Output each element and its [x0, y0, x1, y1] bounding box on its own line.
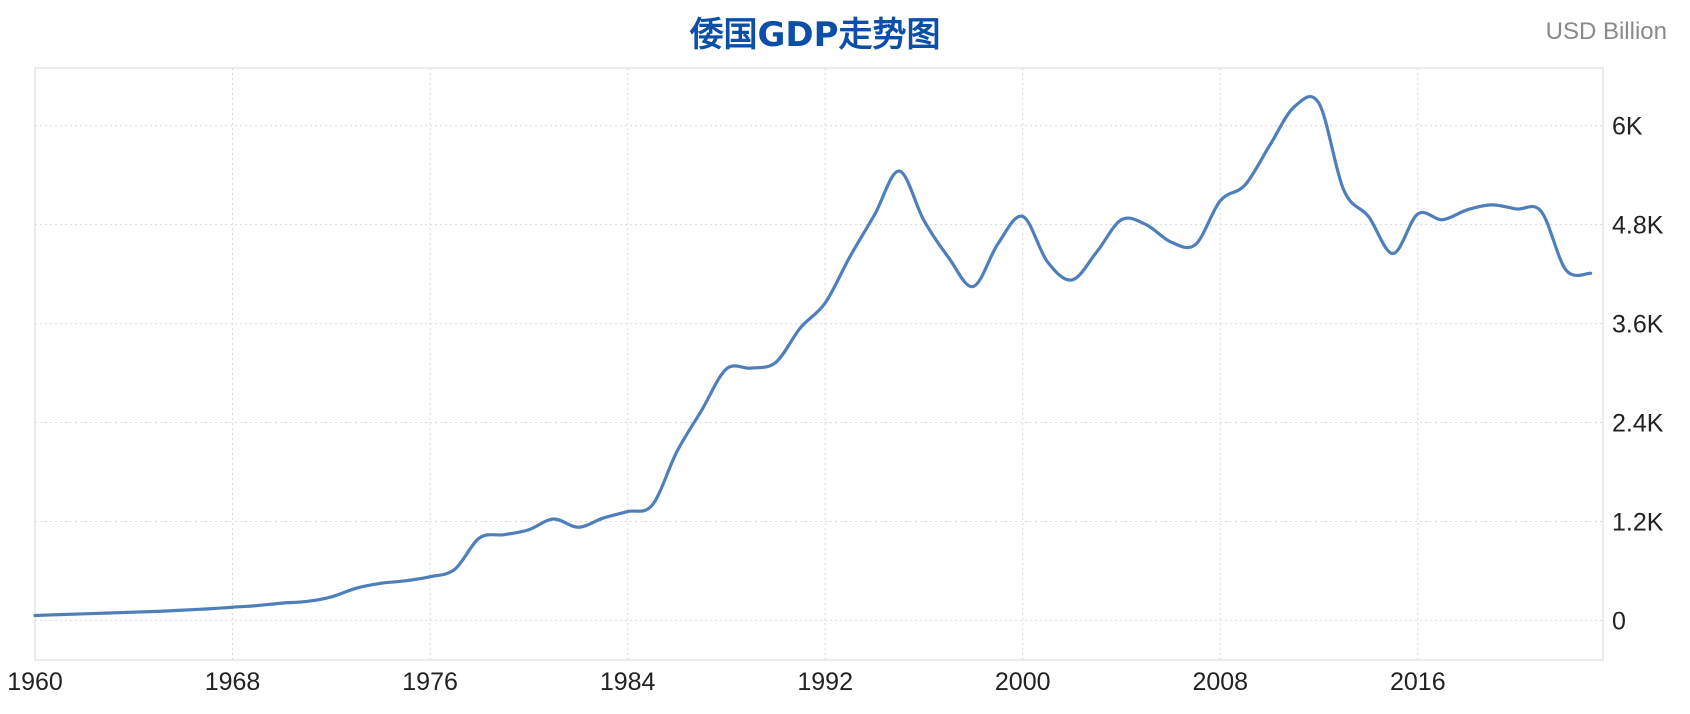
x-tick-label: 1960	[7, 668, 63, 696]
grid-layer	[34, 68, 1603, 660]
x-tick-layer: 1960 1968 1976 1984 1992 2000 2008 2016	[7, 668, 1445, 696]
y-tick-label: 2.4K	[1612, 410, 1664, 438]
chart-title: 倭国GDP走势图	[689, 15, 940, 55]
x-tick-label: 1984	[600, 668, 656, 696]
x-tick-label: 1976	[402, 668, 458, 696]
unit-label: USD Billion	[1546, 18, 1667, 45]
y-tick-layer: 0 1.2K 2.4K 3.6K 4.8K 6K	[1612, 113, 1664, 636]
x-tick-label: 1992	[797, 668, 853, 696]
plot-frame	[34, 67, 1604, 661]
y-tick-label: 0	[1612, 607, 1626, 635]
x-tick-label: 2016	[1390, 668, 1446, 696]
x-tick-label: 2008	[1192, 668, 1248, 696]
y-tick-label: 3.6K	[1612, 311, 1664, 339]
y-tick-label: 1.2K	[1612, 508, 1664, 536]
x-tick-label: 2000	[995, 668, 1051, 696]
gdp-series-line	[33, 94, 1593, 618]
x-tick-label: 1968	[205, 668, 261, 696]
y-tick-label: 4.8K	[1612, 212, 1664, 240]
series-layer	[33, 94, 1593, 618]
y-tick-label: 6K	[1612, 113, 1643, 141]
